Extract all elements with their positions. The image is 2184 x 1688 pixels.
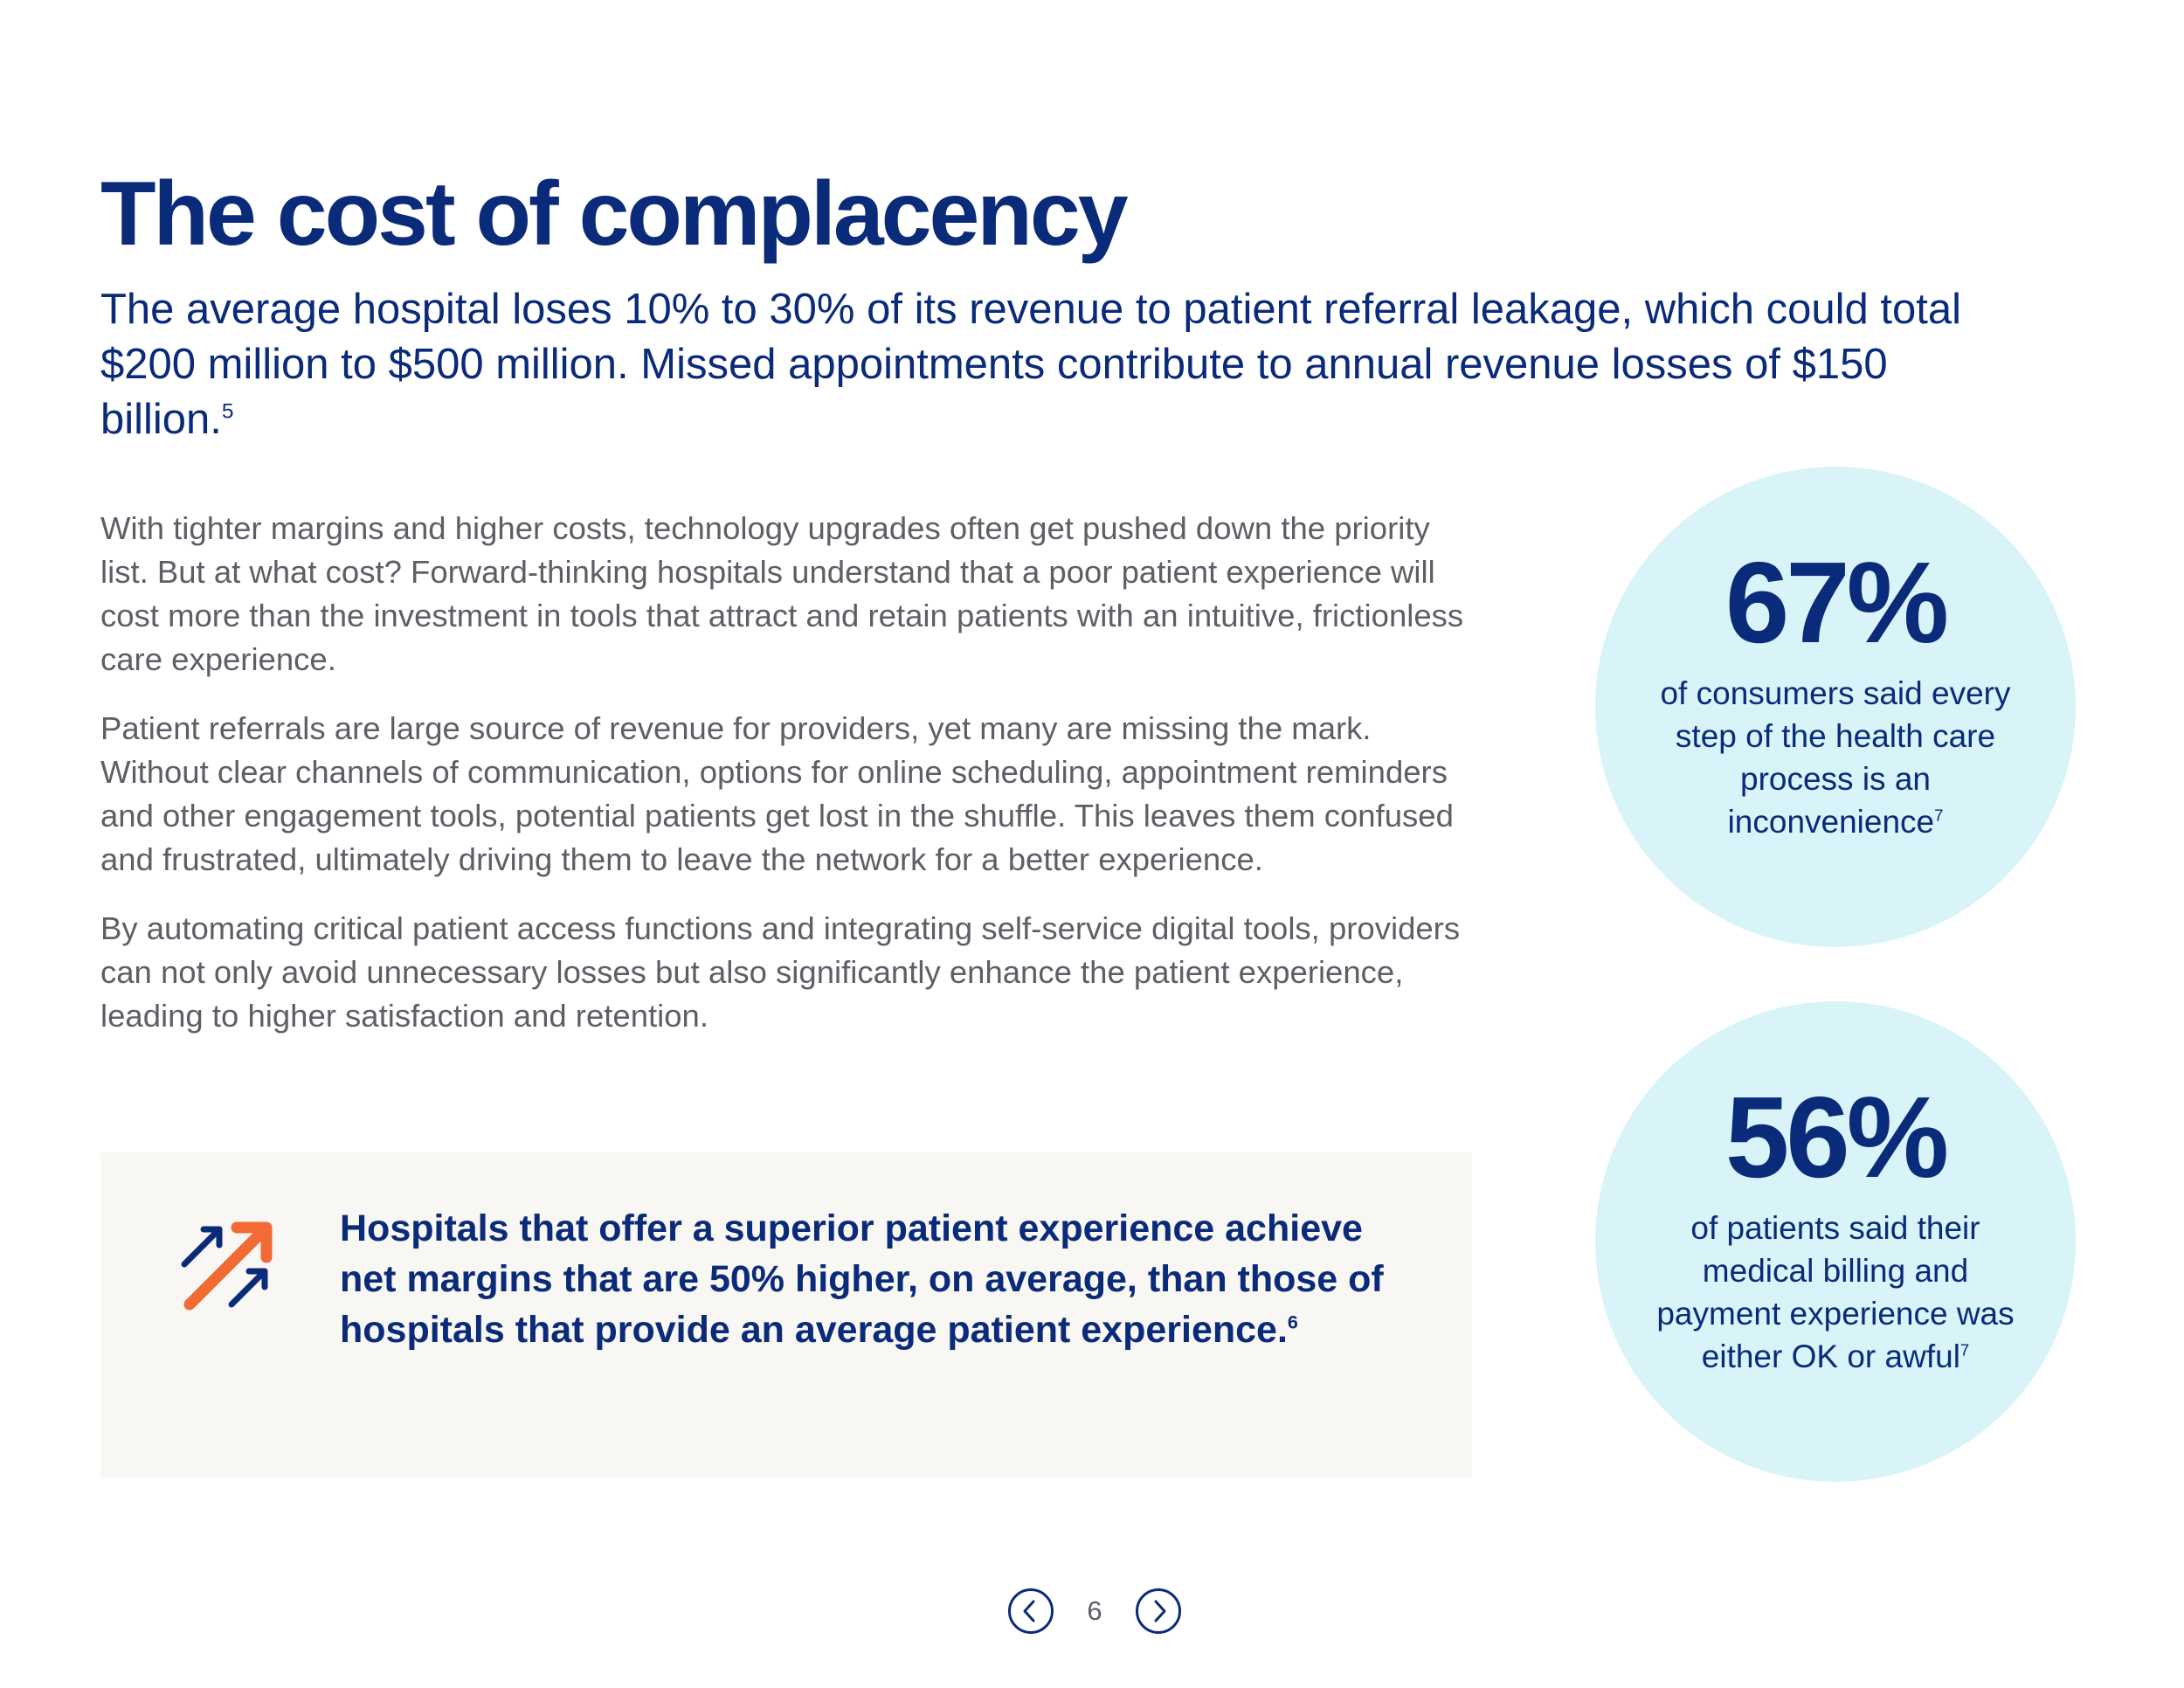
stat-label: of consumers said every step of the heal… xyxy=(1643,672,2028,843)
stat-circle: 56% of patients said their medical billi… xyxy=(1595,1001,2076,1482)
body-paragraph: By automating critical patient access fu… xyxy=(100,910,1461,1034)
next-page-button[interactable] xyxy=(1136,1588,1181,1634)
stat-value: 67% xyxy=(1724,538,1949,667)
chevron-left-icon xyxy=(1023,1600,1035,1622)
previous-page-button[interactable] xyxy=(1008,1588,1054,1634)
footnote-ref: 7 xyxy=(1959,1340,1970,1359)
page-number: 6 xyxy=(1087,1595,1102,1626)
stat-label-text: of consumers said every step of the heal… xyxy=(1660,675,2011,840)
body-paragraph: With tighter margins and higher costs, t… xyxy=(100,510,1464,677)
trending-up-arrows-icon xyxy=(181,1221,273,1311)
stat-label: of patients said their medical billing a… xyxy=(1643,1207,2028,1378)
lead-paragraph: The average hospital loses 10% to 30% of… xyxy=(100,282,1996,447)
footnote-ref: 6 xyxy=(1287,1311,1298,1333)
callout-box: Hospitals that offer a superior patient … xyxy=(100,1152,1472,1477)
chevron-right-icon xyxy=(1154,1600,1166,1622)
lead-text: The average hospital loses 10% to 30% of… xyxy=(100,286,1962,443)
page-title: The cost of complacency xyxy=(100,163,1129,265)
callout-statement: Hospitals that offer a superior patient … xyxy=(340,1207,1384,1351)
pagination: 6 xyxy=(1008,1588,1183,1637)
stat-circle: 67% of consumers said every step of the … xyxy=(1595,467,2076,947)
footnote-ref: 5 xyxy=(221,399,234,424)
callout-text: Hospitals that offer a superior patient … xyxy=(340,1203,1388,1355)
footnote-ref: 7 xyxy=(1934,806,1944,825)
body-paragraph: Patient referrals are large source of re… xyxy=(100,710,1454,877)
stat-label-text: of patients said their medical billing a… xyxy=(1656,1210,2015,1374)
body-copy: With tighter margins and higher costs, t… xyxy=(100,507,1481,1063)
stat-value: 56% xyxy=(1724,1073,1949,1201)
